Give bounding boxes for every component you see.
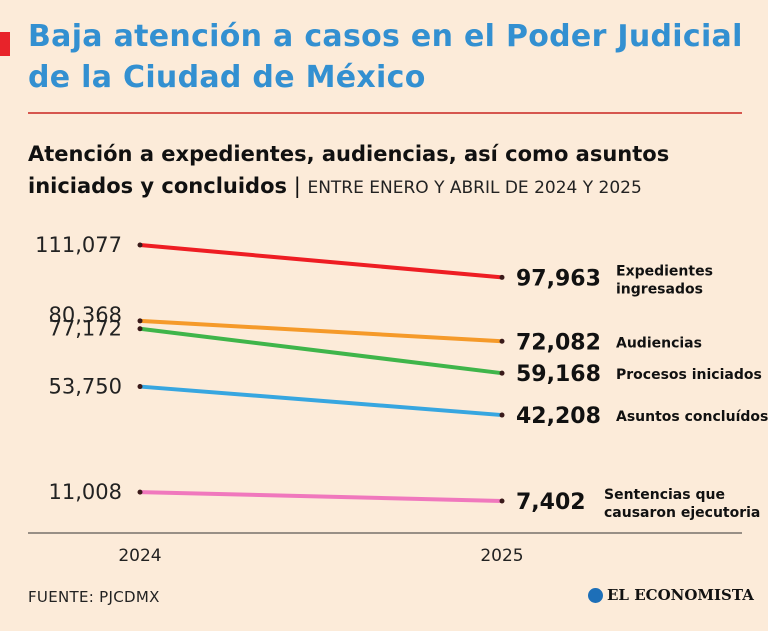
data-point bbox=[137, 242, 143, 248]
data-label-2024: 11,008 bbox=[49, 480, 122, 504]
chart-subtitle: Atención a expedientes, audiencias, así … bbox=[28, 138, 748, 204]
x-tick-label: 2025 bbox=[480, 546, 523, 566]
data-label-2024: 111,077 bbox=[35, 233, 122, 257]
data-point bbox=[137, 318, 143, 324]
data-point bbox=[499, 338, 505, 344]
data-label-2025: 42,208 bbox=[516, 404, 601, 429]
data-point bbox=[137, 384, 143, 390]
data-point bbox=[499, 498, 505, 504]
data-label-2024: 53,750 bbox=[49, 375, 122, 399]
subtitle-period: ENTRE ENERO Y ABRIL DE 2024 Y 2025 bbox=[307, 178, 642, 198]
series-name-label: Asuntos concluídos bbox=[616, 409, 768, 425]
subtitle-separator: | bbox=[293, 174, 301, 198]
data-point bbox=[499, 370, 505, 376]
chart-title: Baja atención a casos en el Poder Judici… bbox=[28, 19, 743, 95]
data-point bbox=[137, 326, 143, 332]
series-line bbox=[138, 384, 504, 418]
data-point bbox=[499, 274, 505, 280]
title-divider bbox=[28, 112, 742, 114]
series-name-label: Expedientes ingresados bbox=[616, 263, 713, 297]
brand-name: EL ECONOMISTA bbox=[607, 586, 754, 604]
series-name-label: Audiencias bbox=[616, 335, 702, 351]
data-point bbox=[137, 489, 143, 495]
series-line bbox=[138, 490, 504, 504]
brand-mark-icon bbox=[588, 587, 603, 603]
subtitle-main: Atención a expedientes, audiencias, así … bbox=[28, 142, 670, 198]
data-label-2025: 72,082 bbox=[516, 330, 601, 355]
source-note: FUENTE: PJCDMX bbox=[28, 588, 160, 606]
series-line bbox=[138, 243, 504, 280]
data-label-2025: 97,963 bbox=[516, 266, 601, 291]
publisher-logo: EL ECONOMISTA bbox=[588, 586, 754, 604]
series-name-label: Procesos iniciados bbox=[616, 367, 762, 383]
data-label-2024: 80,368 bbox=[49, 303, 122, 327]
data-label-2025: 7,402 bbox=[516, 490, 586, 515]
data-label-2024: 77,172 bbox=[49, 317, 122, 341]
data-point bbox=[499, 412, 505, 418]
series-line bbox=[138, 326, 504, 376]
data-label-2025: 59,168 bbox=[516, 362, 601, 387]
x-tick-label: 2024 bbox=[118, 546, 161, 566]
series-name-label: Sentencias que causaron ejecutoria bbox=[604, 487, 760, 521]
series-line bbox=[138, 318, 504, 344]
title-accent-bar bbox=[0, 32, 10, 56]
